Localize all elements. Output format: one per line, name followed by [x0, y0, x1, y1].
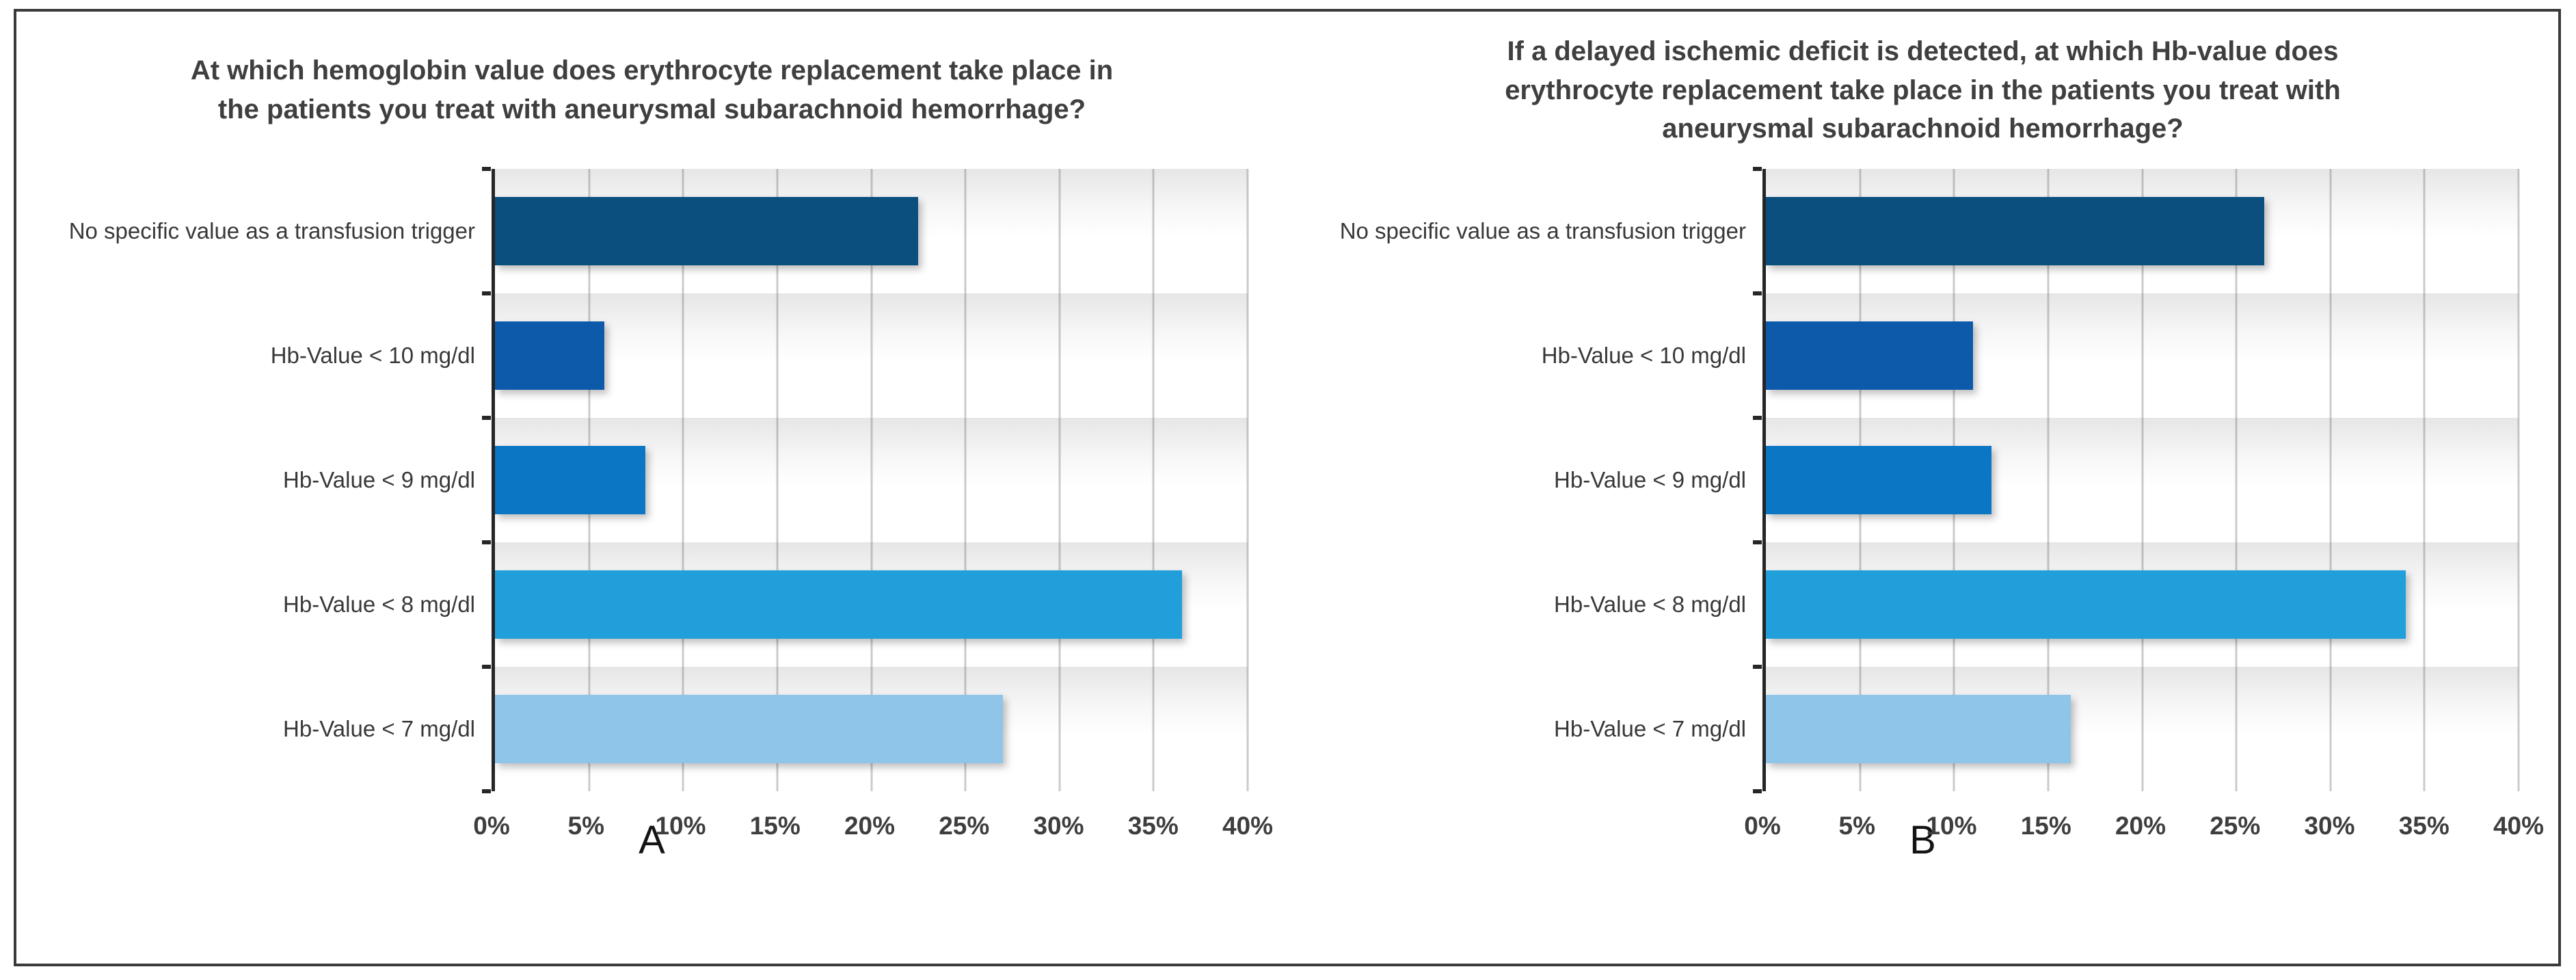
gridline: [964, 169, 967, 791]
bar-row: [495, 169, 1248, 293]
x-tick-label: 5%: [567, 812, 604, 840]
chart-a-category-labels: No specific value as a transfusion trigg…: [16, 169, 492, 791]
chart-a-plot-column: 0% 5% 10% 15% 20% 25% 30% 35% 40%: [473, 167, 1273, 840]
bar: [495, 695, 1004, 763]
panel-b-letter: B: [1909, 818, 1936, 862]
x-tick-label: 20%: [2115, 812, 2166, 840]
bar-row: [495, 542, 1248, 667]
chart-a-body: No specific value as a transfusion trigg…: [16, 167, 1287, 840]
axis-tick: [1753, 789, 1762, 793]
bar: [495, 321, 604, 390]
x-tick-label: 40%: [2493, 812, 2545, 840]
axis-tick: [1753, 416, 1762, 420]
axis-tick: [1753, 167, 1762, 171]
bar-row: [1766, 542, 2519, 667]
figure-frame: At which hemoglobin value does erythrocy…: [14, 9, 2561, 966]
bar: [1766, 321, 1973, 390]
category-label: Hb-Value < 8 mg/dl: [283, 592, 475, 618]
bar: [495, 446, 646, 514]
axis-tick: [482, 789, 491, 793]
bar: [495, 570, 1182, 639]
chart-a-plot-area: [482, 167, 1249, 793]
x-tick-label: 20%: [844, 812, 896, 840]
axis-tick: [482, 540, 491, 544]
panel-b: If a delayed ischemic deficit is detecte…: [1287, 12, 2558, 964]
bar: [1766, 570, 2406, 639]
gridline: [2047, 169, 2050, 791]
bar: [1766, 197, 2265, 265]
panel-a-letter: A: [639, 818, 665, 862]
x-tick-label: 35%: [2398, 812, 2450, 840]
category-label: No specific value as a transfusion trigg…: [68, 218, 475, 244]
category-label: Hb-Value < 8 mg/dl: [1554, 592, 1746, 618]
chart-a-x-axis-labels: 0% 5% 10% 15% 20% 25% 30% 35% 40%: [473, 812, 1273, 853]
chart-a-title: At which hemoglobin value does erythrocy…: [190, 55, 1114, 124]
gridline: [1058, 169, 1061, 791]
category-label: Hb-Value < 9 mg/dl: [1554, 467, 1746, 493]
gridline: [2235, 169, 2238, 791]
bar-row: [495, 418, 1248, 542]
category-label: Hb-Value < 9 mg/dl: [283, 467, 475, 493]
x-tick-label: 0%: [473, 812, 510, 840]
bar-row: [495, 293, 1248, 418]
panel-a: At which hemoglobin value does erythrocy…: [16, 12, 1287, 964]
category-label: Hb-Value < 7 mg/dl: [283, 716, 475, 742]
bar: [1766, 695, 2071, 763]
gridline: [682, 169, 684, 791]
gridline: [870, 169, 872, 791]
gridline: [2423, 169, 2426, 791]
x-tick-label: 40%: [1222, 812, 1274, 840]
gridline: [2329, 169, 2332, 791]
bar: [495, 197, 919, 265]
axis-tick: [482, 665, 491, 669]
chart-b-category-labels: No specific value as a transfusion trigg…: [1287, 169, 1762, 791]
axis-tick: [1753, 665, 1762, 669]
chart-b-body: No specific value as a transfusion trigg…: [1287, 167, 2558, 840]
gridline: [1152, 169, 1155, 791]
gridline: [2141, 169, 2143, 791]
category-label: Hb-Value < 10 mg/dl: [1541, 343, 1746, 369]
axis-tick: [482, 416, 491, 420]
panel-a-title-box: At which hemoglobin value does erythrocy…: [16, 12, 1287, 169]
x-tick-label: 10%: [655, 812, 706, 840]
gridline: [2517, 169, 2520, 791]
category-label: Hb-Value < 10 mg/dl: [270, 343, 475, 369]
x-tick-label: 15%: [2020, 812, 2071, 840]
panel-b-title-box: If a delayed ischemic deficit is detecte…: [1287, 12, 2558, 169]
bar-row: [1766, 418, 2519, 542]
bar-row: [1766, 293, 2519, 418]
axis-tick: [1753, 540, 1762, 544]
x-tick-label: 30%: [1033, 812, 1084, 840]
chart-b-plot-column: 0% 5% 10% 15% 20% 25% 30% 35% 40%: [1744, 167, 2544, 840]
axis-tick: [482, 167, 491, 171]
chart-b-plot-area: [1753, 167, 2520, 793]
x-tick-label: 10%: [1926, 812, 1977, 840]
axis-tick: [482, 291, 491, 295]
x-tick-label: 0%: [1744, 812, 1781, 840]
chart-b-x-axis-labels: 0% 5% 10% 15% 20% 25% 30% 35% 40%: [1744, 812, 2544, 853]
category-label: No specific value as a transfusion trigg…: [1339, 218, 1746, 244]
bar-row: [1766, 667, 2519, 791]
bar: [1766, 446, 1992, 514]
x-tick-label: 25%: [939, 812, 990, 840]
bar-row: [495, 667, 1248, 791]
axis-tick: [1753, 291, 1762, 295]
category-label: Hb-Value < 7 mg/dl: [1554, 716, 1746, 742]
bar-row: [1766, 169, 2519, 293]
x-tick-label: 30%: [2304, 812, 2355, 840]
chart-b-title: If a delayed ischemic deficit is detecte…: [1505, 36, 2341, 144]
x-tick-label: 15%: [749, 812, 801, 840]
gridline: [776, 169, 779, 791]
x-tick-label: 35%: [1127, 812, 1179, 840]
x-tick-label: 25%: [2210, 812, 2261, 840]
gridline: [1246, 169, 1249, 791]
x-tick-label: 5%: [1838, 812, 1875, 840]
